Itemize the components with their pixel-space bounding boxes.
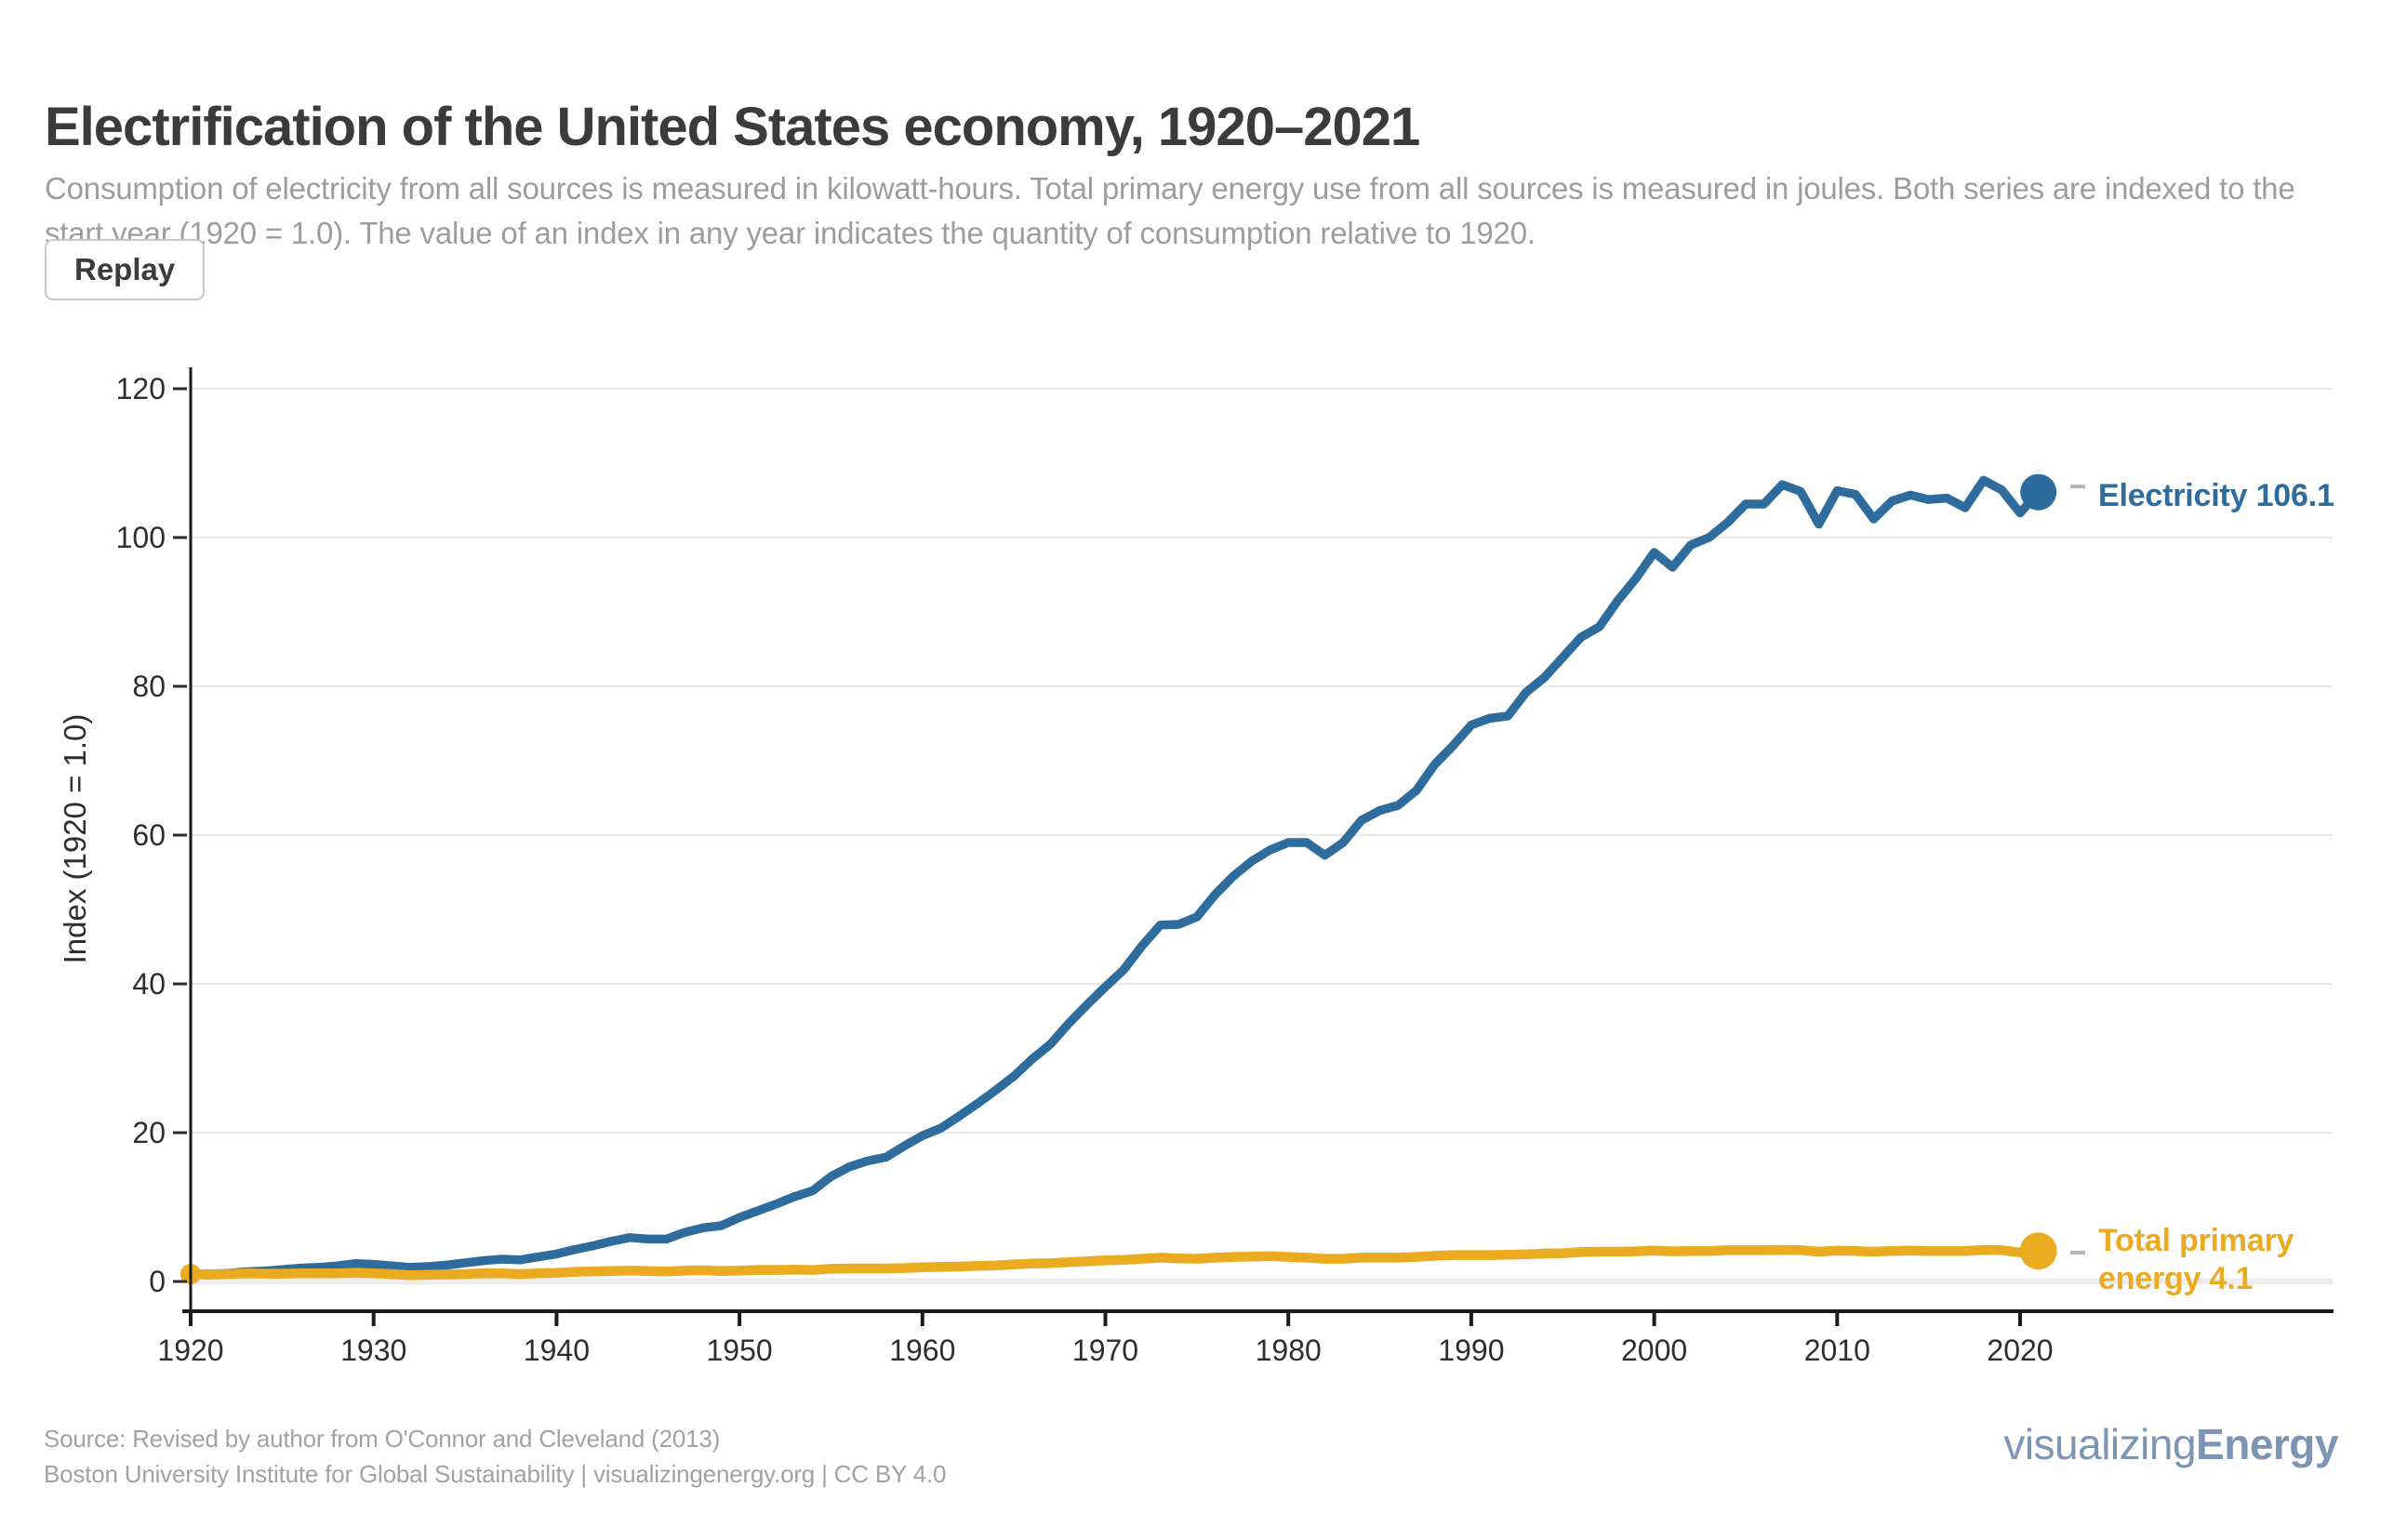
- y-tick-label-100: 100: [116, 521, 166, 554]
- total-primary-energy-end-dot: [2019, 1232, 2057, 1270]
- x-tick-label-1920: 1920: [157, 1334, 223, 1367]
- logo-regular-part: visualizing: [2003, 1420, 2197, 1468]
- x-tick-label-1980: 1980: [1256, 1334, 1322, 1367]
- electricity-end-dot: [2020, 473, 2057, 511]
- x-tick-label-1930: 1930: [340, 1334, 406, 1367]
- total-primary-energy-end-label: Total primary energy 4.1: [2098, 1222, 2359, 1298]
- x-tick-label-2000: 2000: [1621, 1334, 1687, 1367]
- page-subtitle: Consumption of electricity from all sour…: [45, 171, 2295, 250]
- y-tick-label-20: 20: [132, 1116, 166, 1149]
- visualizing-energy-logo: visualizingEnergy: [2003, 1419, 2338, 1469]
- x-tick-label-2010: 2010: [1804, 1334, 1870, 1367]
- total-primary-energy-end-label-line1: Total primary: [2098, 1223, 2294, 1258]
- y-axis-title: Index (1920 = 1.0): [58, 714, 92, 964]
- x-tick-label-1990: 1990: [1438, 1334, 1504, 1367]
- total-primary-energy-line: [185, 1244, 2043, 1281]
- license-attribution: Boston University Institute for Global S…: [44, 1460, 947, 1488]
- electricity-end-label: Electricity 106.1: [2098, 478, 2334, 513]
- y-tick-label-0: 0: [149, 1265, 166, 1298]
- x-tick-label-1960: 1960: [889, 1334, 955, 1367]
- y-tick-label-120: 120: [116, 372, 166, 405]
- replay-button[interactable]: Replay: [45, 239, 206, 300]
- y-tick-label-80: 80: [132, 670, 166, 703]
- series-start-dot: [180, 1264, 201, 1284]
- y-tick-label-40: 40: [132, 967, 166, 1001]
- y-tick-label-60: 60: [132, 818, 166, 852]
- x-tick-label-1940: 1940: [524, 1334, 590, 1367]
- logo-bold-part: Energy: [2196, 1420, 2338, 1468]
- x-tick-label-1950: 1950: [707, 1334, 773, 1367]
- x-tick-label-2020: 2020: [1987, 1334, 2053, 1367]
- x-tick-label-1970: 1970: [1072, 1334, 1138, 1367]
- page-title: Electrification of the United States eco…: [45, 96, 1420, 157]
- total-primary-energy-end-label-line2: energy 4.1: [2098, 1261, 2254, 1296]
- source-attribution: Source: Revised by author from O'Connor …: [44, 1425, 721, 1453]
- electricity-line: [186, 475, 2043, 1279]
